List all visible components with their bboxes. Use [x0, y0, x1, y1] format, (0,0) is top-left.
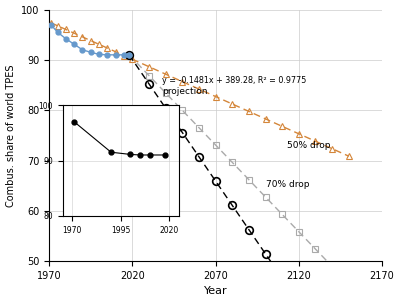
- Y-axis label: Combus. share of world TPES: Combus. share of world TPES: [6, 64, 16, 207]
- Text: 70% drop: 70% drop: [266, 180, 309, 189]
- Text: 50% drop: 50% drop: [287, 141, 331, 150]
- Text: y = -0.1481x + 389.28, R² = 0.9775: y = -0.1481x + 389.28, R² = 0.9775: [162, 76, 307, 85]
- X-axis label: Year: Year: [204, 286, 228, 297]
- Text: projection: projection: [162, 87, 208, 96]
